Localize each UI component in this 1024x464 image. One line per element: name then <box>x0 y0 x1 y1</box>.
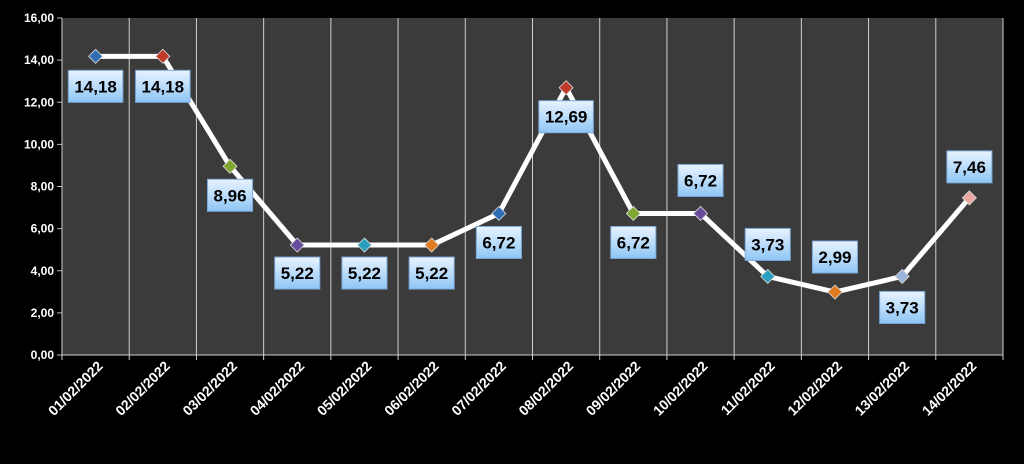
marker <box>289 237 305 253</box>
data-label-box <box>610 225 657 259</box>
data-label: 5,22 <box>281 264 314 283</box>
data-label: 6,72 <box>684 171 717 190</box>
y-tick-label: 12,00 <box>24 95 54 109</box>
data-label-box <box>135 69 191 103</box>
marker <box>961 190 977 206</box>
data-label: 7,46 <box>953 158 986 177</box>
y-tick-label: 4,00 <box>31 264 55 278</box>
y-tick-label: 0,00 <box>31 348 55 362</box>
data-label: 6,72 <box>617 233 650 252</box>
y-tick-label: 6,00 <box>31 222 55 236</box>
data-label-box <box>274 256 321 290</box>
data-label-box <box>744 227 791 261</box>
data-label-box <box>677 163 724 197</box>
data-label-box <box>538 100 594 134</box>
marker <box>356 237 373 253</box>
marker <box>692 205 709 222</box>
data-label: 12,69 <box>545 108 588 127</box>
data-label: 2,99 <box>818 248 851 267</box>
data-label-box <box>67 69 124 103</box>
data-label: 6,72 <box>482 233 515 252</box>
data-label-box <box>946 150 993 184</box>
data-label-box <box>341 256 388 290</box>
marker <box>88 48 104 64</box>
data-label: 14,18 <box>142 77 185 96</box>
data-label-box <box>475 225 522 259</box>
marker <box>894 268 910 285</box>
data-label: 5,22 <box>348 264 381 283</box>
y-tick-label: 10,00 <box>24 137 54 151</box>
data-label: 3,73 <box>751 235 784 254</box>
data-label-box <box>879 290 926 324</box>
data-label: 3,73 <box>886 298 919 317</box>
data-label-box <box>811 240 859 274</box>
data-label: 8,96 <box>213 186 246 205</box>
marker <box>827 284 843 300</box>
y-tick-label: 2,00 <box>31 306 55 320</box>
marker <box>625 205 641 222</box>
data-label: 14,18 <box>74 77 117 96</box>
marker <box>491 205 507 222</box>
marker <box>558 80 574 96</box>
marker <box>222 158 238 174</box>
data-label: 5,22 <box>415 264 448 283</box>
y-tick-label: 16,00 <box>24 11 54 25</box>
y-tick-label: 8,00 <box>31 180 55 194</box>
marker <box>760 268 776 285</box>
data-label-box <box>408 256 455 290</box>
y-tick-label: 14,00 <box>24 53 54 67</box>
data-label-box <box>206 178 254 212</box>
marker <box>155 48 171 64</box>
marker <box>424 237 440 253</box>
